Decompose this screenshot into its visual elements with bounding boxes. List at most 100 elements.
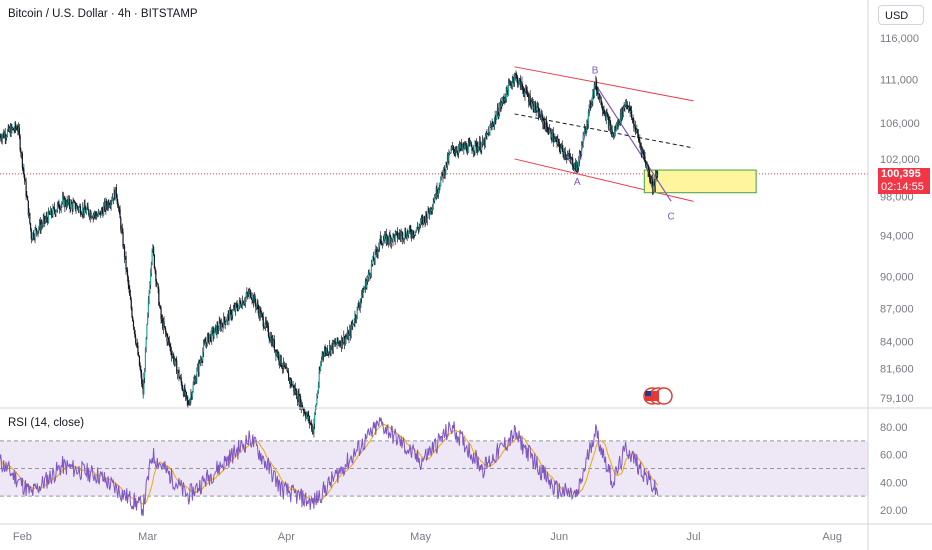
- candle-body: [443, 168, 445, 178]
- candle: [29, 222, 32, 232]
- candle-body: [546, 126, 548, 133]
- candle: [208, 332, 210, 344]
- candle: [504, 93, 507, 104]
- candle: [201, 358, 203, 366]
- candle: [465, 141, 467, 151]
- candle-body: [466, 144, 468, 152]
- candle-body: [97, 215, 99, 217]
- candle-body: [181, 382, 183, 389]
- candle: [480, 149, 482, 154]
- candle-body: [353, 323, 355, 325]
- candle-body: [129, 295, 132, 300]
- candle-body: [138, 354, 140, 356]
- candle: [469, 137, 471, 147]
- candle: [26, 191, 28, 198]
- candle-body: [87, 206, 89, 210]
- candle: [648, 168, 651, 183]
- candle: [425, 211, 427, 226]
- candle-body: [319, 370, 321, 373]
- candle: [452, 145, 454, 154]
- candle-body: [612, 133, 614, 137]
- candle: [364, 286, 366, 290]
- candle: [262, 311, 264, 331]
- candle-body: [434, 197, 436, 201]
- candle-body: [490, 125, 493, 127]
- candle-body: [568, 153, 570, 156]
- candle: [500, 101, 502, 112]
- candle-body: [123, 245, 126, 258]
- candle: [520, 81, 522, 90]
- candle-body: [553, 141, 555, 143]
- candle: [117, 198, 119, 208]
- candle: [529, 90, 531, 108]
- candle: [620, 108, 622, 124]
- candle: [311, 424, 314, 435]
- candle: [342, 341, 344, 346]
- candle-body: [581, 142, 583, 155]
- candle: [170, 347, 173, 362]
- candle: [229, 306, 231, 321]
- candle-body: [238, 305, 240, 311]
- candle-body: [183, 387, 185, 396]
- candle-body: [295, 390, 297, 394]
- candle-body: [85, 209, 87, 213]
- candle: [411, 229, 413, 239]
- candle: [116, 193, 118, 205]
- candle-body: [460, 143, 462, 149]
- candle: [364, 277, 366, 293]
- candle-body: [93, 214, 95, 216]
- candle-body: [278, 353, 280, 362]
- candle: [152, 244, 154, 253]
- candle-body: [341, 337, 343, 346]
- candle: [305, 411, 308, 420]
- candle-body: [266, 324, 268, 326]
- candle-body: [289, 378, 291, 384]
- candle-body: [399, 233, 401, 236]
- candle: [44, 215, 47, 224]
- candle: [580, 150, 582, 160]
- candle: [443, 166, 445, 179]
- candle-body: [628, 107, 630, 110]
- candle-body: [604, 113, 606, 114]
- candle-body: [48, 211, 50, 214]
- candle-body: [626, 101, 628, 106]
- candle: [394, 229, 396, 246]
- candle-body: [15, 123, 17, 129]
- candle: [44, 215, 46, 228]
- candle: [310, 422, 312, 426]
- candle: [286, 366, 288, 372]
- candle: [56, 209, 58, 212]
- candle-body: [615, 127, 617, 131]
- candle-body: [243, 303, 245, 305]
- candle-body: [327, 352, 329, 355]
- candle: [531, 97, 533, 110]
- candle-body: [270, 336, 273, 346]
- candle-body: [556, 138, 558, 145]
- candle: [649, 173, 651, 185]
- candle: [339, 340, 341, 346]
- candle: [232, 308, 234, 320]
- candle: [263, 322, 265, 329]
- candle: [334, 337, 336, 347]
- candle-body: [101, 209, 103, 211]
- candle: [604, 109, 606, 116]
- candle: [277, 350, 279, 361]
- candle-body: [598, 93, 600, 98]
- candle: [568, 150, 570, 160]
- candle: [439, 184, 441, 191]
- candle: [449, 151, 451, 156]
- candle-body: [455, 150, 457, 153]
- candle: [282, 362, 284, 374]
- candle: [232, 305, 235, 311]
- candle-body: [177, 370, 179, 372]
- candle: [493, 117, 496, 130]
- candle: [455, 146, 457, 158]
- candle-body: [212, 329, 214, 336]
- candle-body: [157, 283, 159, 289]
- candle-body: [534, 102, 537, 111]
- candle-body: [250, 297, 252, 300]
- candle-body: [601, 107, 604, 111]
- currency-selector[interactable]: USD: [878, 5, 924, 25]
- candle: [435, 185, 437, 201]
